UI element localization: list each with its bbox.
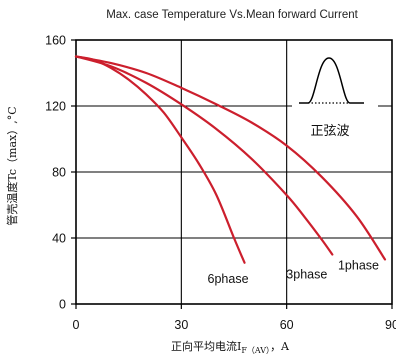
- y-axis-label: 管壳温度Tc（max）,°C: [5, 106, 19, 225]
- x-tick-label: 90: [385, 318, 396, 332]
- x-axis-label: 正向平均电流IF（AV），A: [171, 339, 290, 355]
- x-axis-label-tail: ，A: [270, 340, 290, 353]
- inset-label: 正弦波: [310, 123, 349, 139]
- series: 6phase 3phase 1phase: [74, 55, 387, 286]
- y-tick-label: 160: [45, 34, 66, 48]
- y-tick-label: 40: [52, 232, 66, 246]
- series-label-6phase: 6phase: [208, 272, 249, 286]
- tick-labels: 0 30 60 90 0 40 80 120 160: [45, 34, 396, 333]
- series-label-1phase: 1phase: [338, 258, 379, 272]
- y-tick-label: 80: [52, 166, 66, 180]
- inset-waveform: 正弦波: [292, 44, 378, 146]
- x-axis-label-sub: F（AV）: [241, 346, 270, 355]
- x-axis-label-main: 正向平均电流I: [171, 339, 241, 353]
- x-tick-label: 30: [174, 318, 188, 332]
- sine-half-wave-icon: [299, 57, 364, 104]
- series-label-3phase: 3phase: [286, 268, 327, 282]
- chart-title: Max. case Temperature Vs.Mean forward Cu…: [106, 9, 358, 21]
- y-tick-label: 120: [45, 100, 66, 114]
- x-tick-label: 0: [73, 318, 80, 332]
- x-tick-label: 60: [280, 318, 294, 332]
- series-line-1phase: [74, 55, 387, 261]
- inset-background: [292, 44, 378, 146]
- y-tick-label: 0: [59, 298, 66, 312]
- series-line-3phase: [74, 55, 334, 256]
